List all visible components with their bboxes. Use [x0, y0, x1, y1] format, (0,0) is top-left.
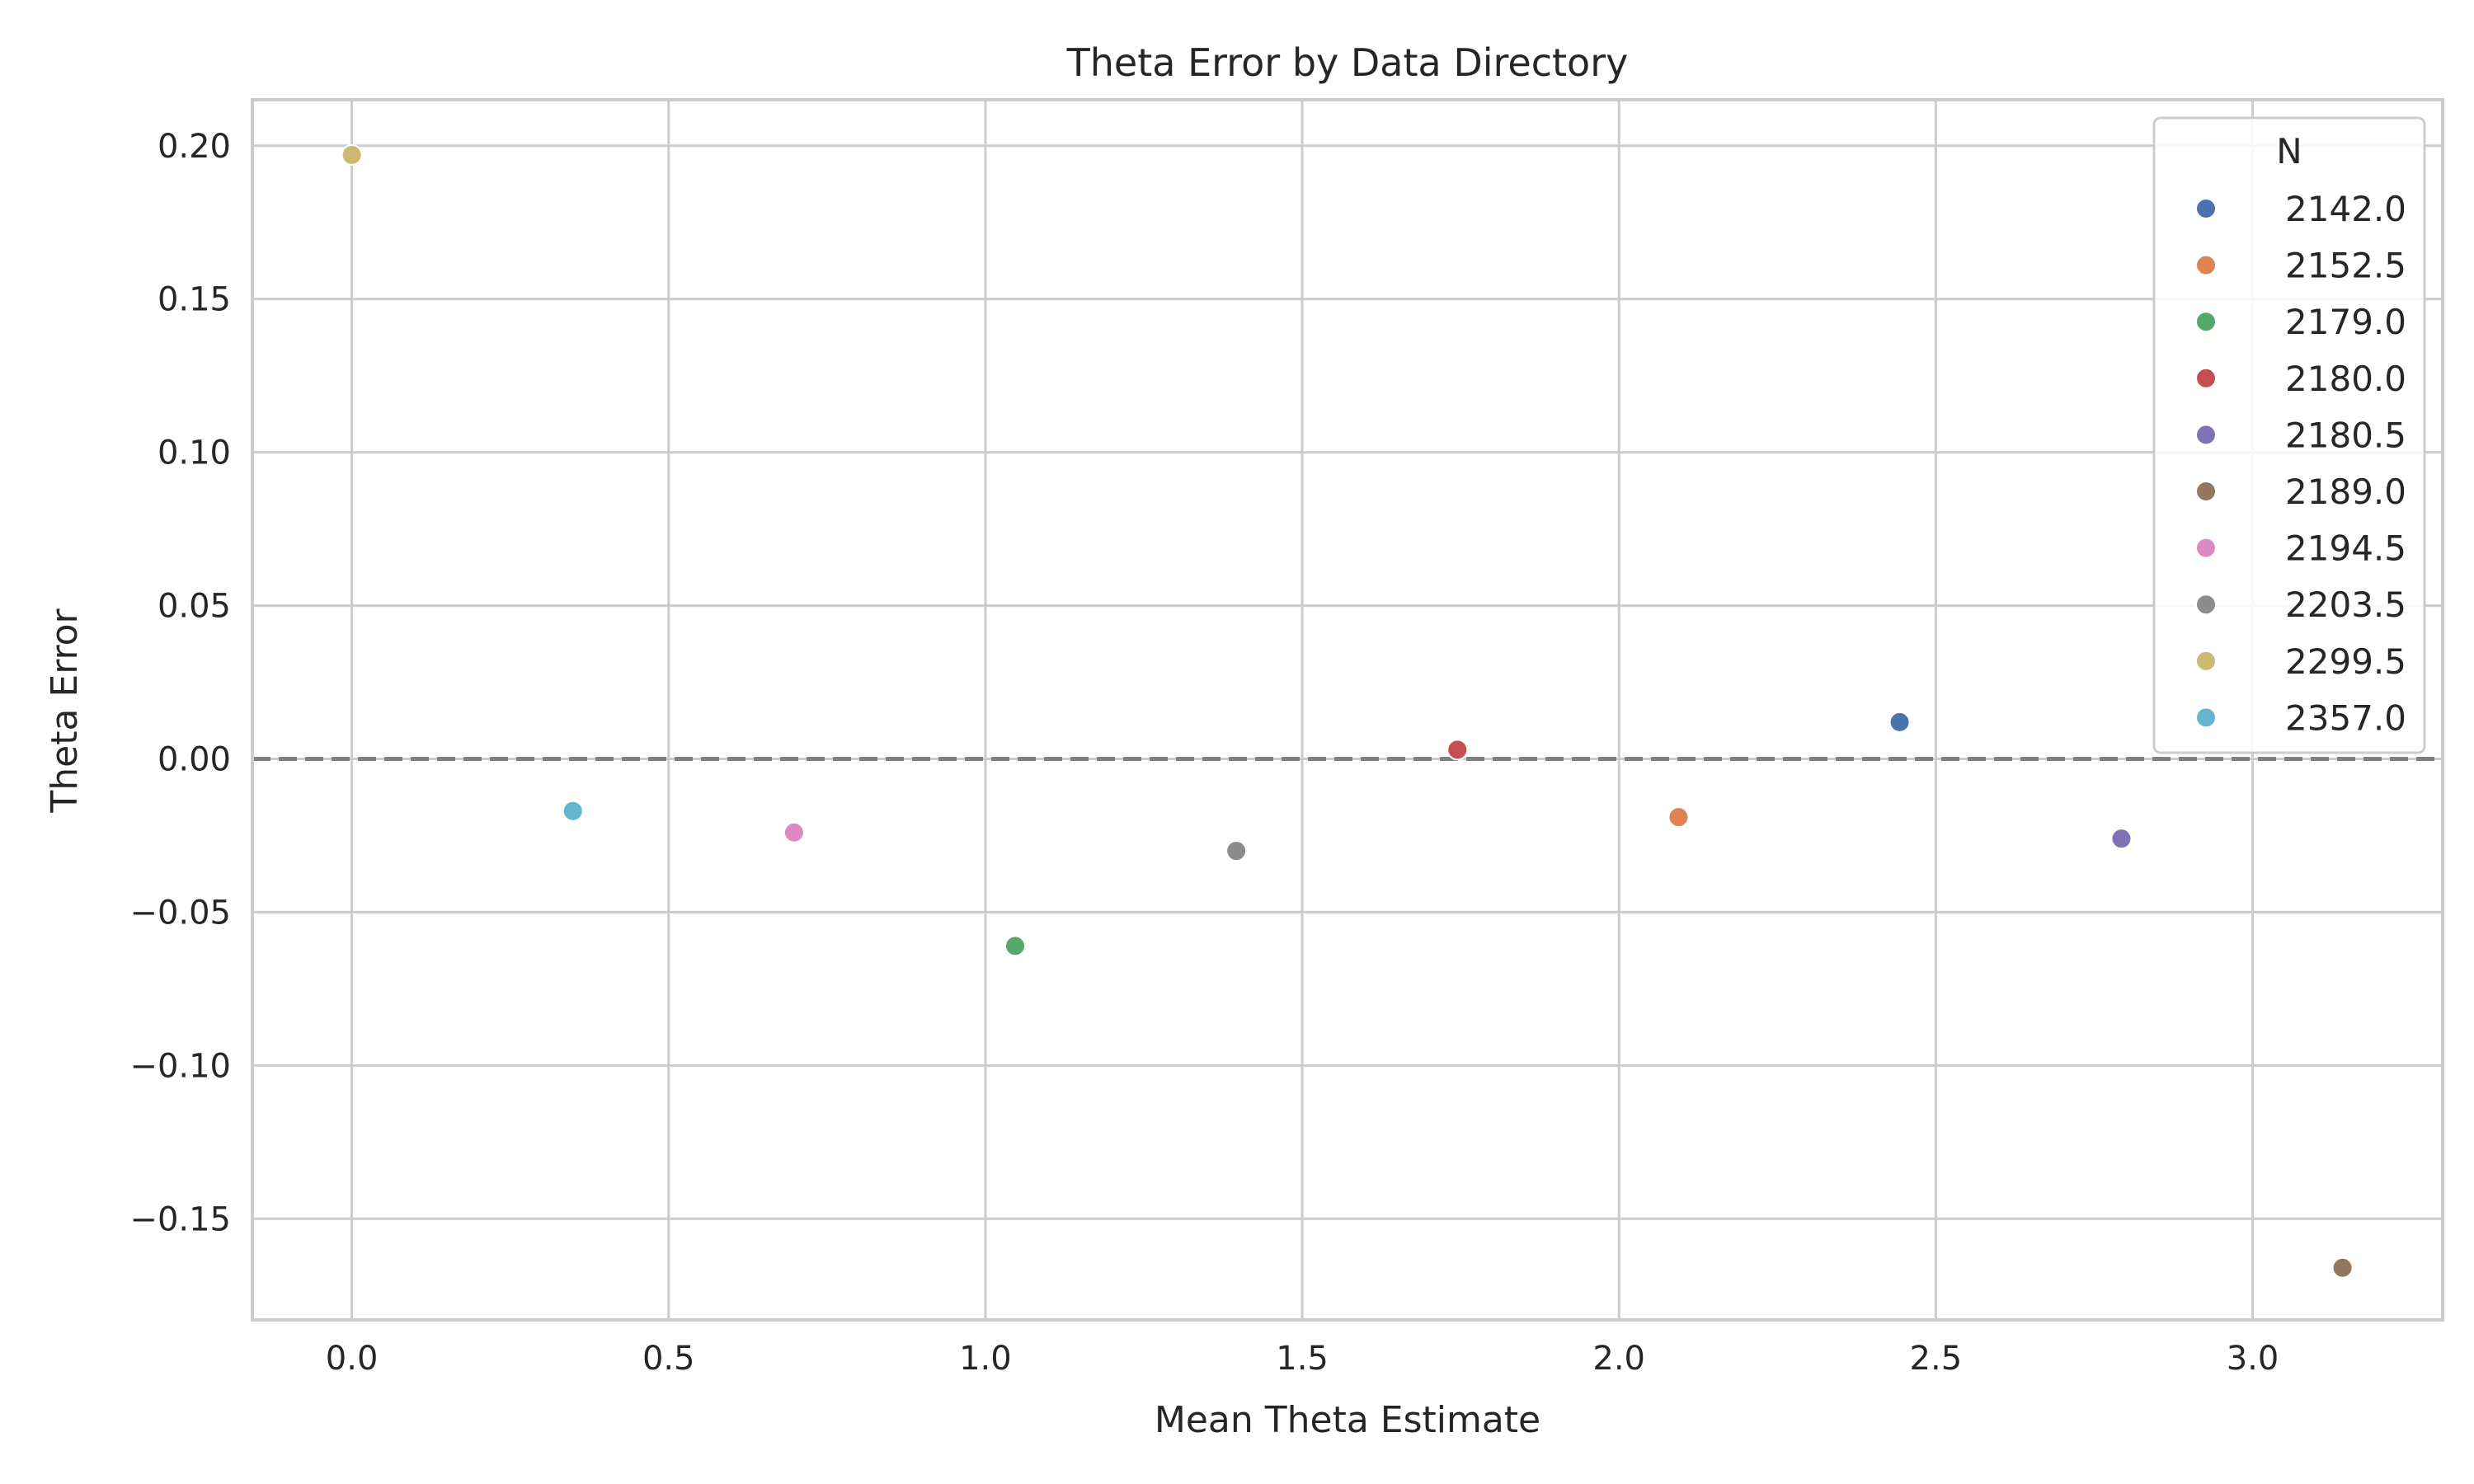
- legend-label: 2180.5: [2285, 415, 2406, 455]
- data-point-2142-0: [1888, 711, 1911, 733]
- data-point-2203-5: [1225, 840, 1248, 862]
- legend: N 2142.02152.52179.02180.02180.52189.021…: [2152, 116, 2426, 754]
- legend-label: 2194.5: [2285, 528, 2406, 569]
- legend-marker: [2195, 650, 2217, 672]
- y-axis-ticks: 0.20 0.15 0.10 0.05 0.00 −0.05 −0.10 −0.15: [129, 128, 231, 1239]
- x-tick-label: 1.0: [959, 1340, 1012, 1378]
- legend-label: 2299.5: [2285, 641, 2406, 682]
- y-tick-label: 0.10: [158, 434, 231, 472]
- y-tick-label: −0.10: [129, 1047, 231, 1085]
- data-point-2189-0: [2331, 1256, 2354, 1279]
- legend-marker: [2195, 254, 2217, 276]
- legend-box: [2152, 116, 2426, 754]
- legend-label: 2357.0: [2285, 697, 2406, 738]
- data-point-2179-0: [1004, 935, 1027, 957]
- x-tick-label: 2.5: [1910, 1340, 1963, 1378]
- x-tick-label: 1.5: [1276, 1340, 1329, 1378]
- data-points: [341, 143, 2354, 1279]
- y-tick-label: 0.05: [158, 588, 231, 626]
- legend-marker: [2195, 707, 2217, 729]
- legend-label: 2203.5: [2285, 585, 2406, 625]
- x-axis-ticks: 0.0 0.5 1.0 1.5 2.0 2.5 3.0: [326, 1340, 2279, 1378]
- legend-marker: [2195, 594, 2217, 616]
- legend-marker: [2195, 537, 2217, 559]
- data-point-2194-5: [783, 821, 805, 843]
- y-axis-label: Theta Error: [44, 608, 86, 813]
- y-tick-label: −0.15: [129, 1200, 231, 1238]
- x-tick-label: 2.0: [1592, 1340, 1645, 1378]
- y-tick-label: −0.05: [129, 894, 231, 932]
- legend-marker: [2195, 481, 2217, 502]
- grid: [252, 100, 2443, 1320]
- data-point-2357-0: [562, 800, 584, 822]
- legend-label: 2179.0: [2285, 302, 2406, 342]
- data-point-2180-0: [1446, 739, 1469, 761]
- legend-label: 2189.0: [2285, 472, 2406, 512]
- x-tick-label: 0.5: [642, 1340, 695, 1378]
- legend-marker: [2195, 424, 2217, 446]
- legend-marker: [2195, 367, 2217, 389]
- x-tick-label: 3.0: [2227, 1340, 2279, 1378]
- legend-label: 2152.5: [2285, 246, 2406, 286]
- y-tick-label: 0.20: [158, 128, 231, 166]
- data-point-2299-5: [341, 143, 363, 166]
- y-tick-label: 0.00: [158, 740, 231, 778]
- data-point-2152-5: [1667, 806, 1690, 829]
- legend-items: 2142.0 2152.5 2179.0 2180.0 2180.5 2189.0 2194…: [2195, 189, 2406, 738]
- legend-title: N: [2276, 131, 2302, 171]
- legend-label: 2180.0: [2285, 359, 2406, 399]
- legend-marker: [2195, 311, 2217, 333]
- legend-label: 2142.0: [2285, 189, 2406, 229]
- data-point-2180-5: [2110, 828, 2133, 850]
- plot-frame: [251, 98, 2444, 1322]
- chart-title: Theta Error by Data Directory: [1066, 40, 1629, 85]
- x-axis-label: Mean Theta Estimate: [1155, 1399, 1540, 1441]
- y-tick-label: 0.15: [158, 281, 231, 319]
- x-tick-label: 0.0: [326, 1340, 379, 1378]
- legend-marker: [2195, 198, 2217, 219]
